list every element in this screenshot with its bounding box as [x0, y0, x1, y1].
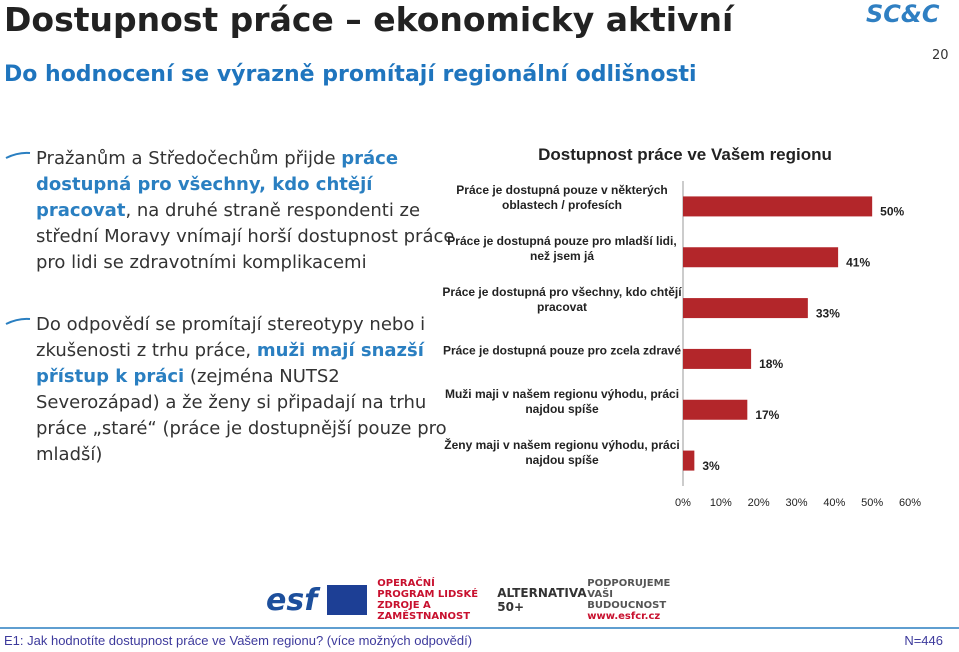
logo-strip: esf OPERAČNÍ PROGRAM LIDSKÉ ZDROJE A ZAM…	[266, 578, 696, 622]
x-tick-label: 30%	[785, 497, 807, 509]
bullet-run: Pražanům a Středočechům přijde	[36, 148, 342, 169]
page-number: 20	[932, 48, 949, 63]
bullet-run: práce dostupná pro všechny, kdo chtějí p…	[36, 148, 399, 221]
x-tick-label: 10%	[710, 497, 732, 509]
logo-text: PODPORUJEME VAŠI BUDOUCNOST	[587, 578, 671, 611]
value-label: 41%	[846, 255, 870, 269]
value-label: 17%	[755, 408, 779, 422]
slide-subtitle: Do hodnocení se výrazně promítají region…	[4, 62, 697, 87]
bullet-run: Do odpovědí se promítají stereotypy nebo…	[36, 314, 426, 361]
bar	[683, 450, 695, 471]
logo: esf	[266, 582, 318, 618]
footer-n: N=446	[904, 633, 943, 648]
value-label: 18%	[759, 357, 783, 371]
slide-title: Dostupnost práce – ekonomicky aktivní	[4, 0, 734, 39]
x-tick-label: 20%	[748, 497, 770, 509]
bullet: Pražanům a Středočechům přijde práce dos…	[36, 146, 456, 276]
logo-text: www.esfcr.cz	[587, 611, 661, 622]
footer-question: E1: Jak hodnotíte dostupnost práce ve Va…	[4, 633, 473, 648]
x-tick-label: 40%	[823, 497, 845, 509]
x-tick-label: 60%	[899, 497, 921, 509]
value-label: 50%	[880, 205, 904, 219]
value-label: 3%	[702, 459, 720, 473]
brand-logo: SC&C	[866, 0, 940, 28]
bullet-run: (zejména NUTS2 Severozápad) a že ženy si…	[36, 366, 447, 465]
value-label: 33%	[816, 306, 840, 320]
bullet-marker	[5, 151, 31, 159]
x-tick-label: 50%	[861, 497, 883, 509]
bullet-marker	[5, 317, 31, 325]
bar	[683, 348, 752, 369]
logo: PODPORUJEME VAŠI BUDOUCNOST www.esfcr.cz	[587, 578, 687, 622]
bar	[683, 196, 873, 217]
category-label: Práce je dostupná pouze v některých obla…	[456, 183, 668, 213]
bullet-run: , na druhé straně respondenti ze střední…	[36, 200, 455, 273]
category-label: Práce je dostupná pouze pro mladší lidi,…	[447, 234, 677, 264]
bullet: Do odpovědí se promítají stereotypy nebo…	[36, 312, 456, 468]
category-label: Práce je dostupná pro všechny, kdo chtěj…	[442, 285, 682, 315]
logo: OPERAČNÍ PROGRAM LIDSKÉ ZDROJE A ZAMĚSTN…	[377, 578, 479, 622]
category-label: Práce je dostupná pouze pro zcela zdravé	[442, 343, 682, 358]
chart-title: Dostupnost práce ve Vašem regionu	[538, 145, 832, 164]
eu-flag	[327, 585, 368, 615]
category-label: Ženy maji v našem regionu výhodu, práci …	[444, 437, 680, 467]
logo: ALTERNATIVA 50+	[497, 586, 587, 614]
bar	[683, 247, 839, 268]
category-label: Muži maji v našem regionu výhodu, práci …	[444, 386, 680, 416]
bar	[683, 399, 748, 420]
bullet-run: muži mají snazší přístup k práci	[36, 340, 424, 387]
x-tick-label: 0%	[675, 497, 691, 509]
bar	[683, 298, 808, 319]
